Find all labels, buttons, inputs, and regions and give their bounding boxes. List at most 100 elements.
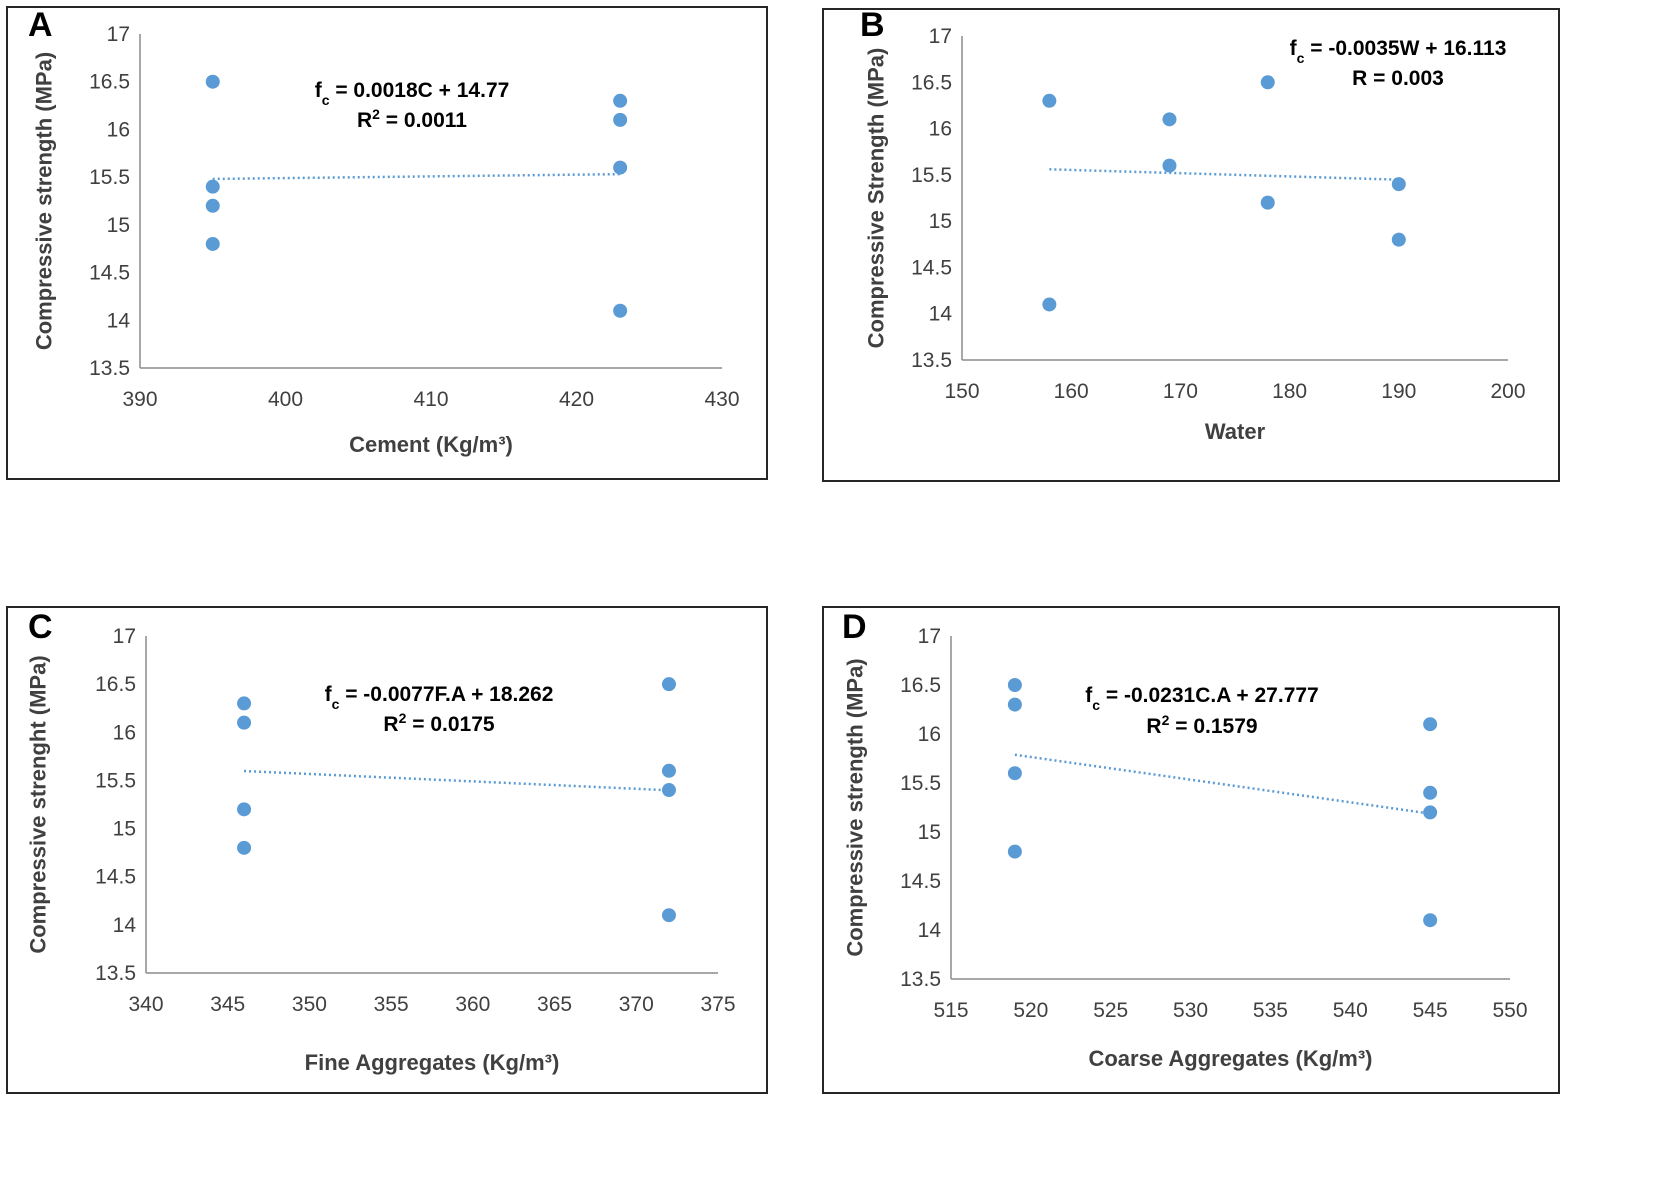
x-axis-title: Coarse Aggregates (Kg/m³) xyxy=(1088,1046,1372,1071)
chart-panel-a xyxy=(6,6,768,480)
y-tick-label: 15 xyxy=(107,214,130,237)
data-point xyxy=(205,179,220,194)
equation-text: = -0.0035W + 16.113 xyxy=(1304,37,1506,60)
y-tick-label: 17 xyxy=(107,23,130,46)
y-axis-title: Compressive Strength (MPa) xyxy=(864,48,889,349)
r-text: = 0.0175 xyxy=(406,713,494,736)
r-value-label: R = 0.003 xyxy=(1352,67,1444,90)
x-axis-title: Fine Aggregates (Kg/m³) xyxy=(305,1050,560,1075)
r-text: R xyxy=(383,713,398,736)
y-axis-title: Compressive strenght (MPa) xyxy=(26,655,51,953)
y-tick-label: 15.5 xyxy=(95,769,136,792)
data-point xyxy=(613,303,628,318)
equation-text: = 0.0018C + 14.77 xyxy=(329,79,509,102)
x-tick-label: 430 xyxy=(704,388,739,411)
r-value-label: R2 = 0.1579 xyxy=(1146,712,1257,738)
x-tick-label: 200 xyxy=(1490,380,1525,403)
trendline xyxy=(1014,753,1431,815)
data-point xyxy=(237,715,252,730)
equation-text: f xyxy=(1085,684,1093,707)
r-text: = 0.1579 xyxy=(1169,715,1257,738)
x-tick-label: 530 xyxy=(1173,999,1208,1022)
data-point xyxy=(237,696,252,711)
y-tick-label: 17 xyxy=(929,25,952,48)
data-point xyxy=(1423,785,1438,800)
trendline xyxy=(1049,168,1399,181)
x-tick-label: 345 xyxy=(210,993,245,1016)
equation-text: = -0.0231C.A + 27.777 xyxy=(1100,684,1319,707)
y-tick-label: 15.5 xyxy=(89,166,130,189)
data-point xyxy=(1423,717,1438,732)
data-point xyxy=(1007,678,1022,692)
chart-panel-c xyxy=(6,606,768,1094)
y-tick-label: 16 xyxy=(113,721,136,744)
x-tick-label: 190 xyxy=(1381,380,1416,403)
x-tick-label: 525 xyxy=(1093,999,1128,1022)
y-tick-label: 13.5 xyxy=(89,357,130,380)
data-point xyxy=(205,198,220,213)
y-tick-label: 16.5 xyxy=(911,71,952,94)
regression-equation: fc = -0.0231C.A + 27.777 xyxy=(1085,684,1319,713)
x-axis-title: Cement (Kg/m³) xyxy=(349,432,513,457)
y-tick-label: 15 xyxy=(113,818,136,841)
y-tick-label: 14 xyxy=(113,914,137,937)
y-tick-label: 14 xyxy=(929,303,953,326)
data-point xyxy=(661,677,676,692)
y-tick-label: 15.5 xyxy=(911,164,952,187)
panel-label-c: C xyxy=(28,608,53,646)
y-tick-label: 17 xyxy=(113,625,136,648)
y-tick-label: 16.5 xyxy=(89,71,130,94)
y-tick-label: 14.5 xyxy=(900,870,941,893)
equation-text: = -0.0077F.A + 18.262 xyxy=(339,683,553,706)
x-tick-label: 375 xyxy=(700,993,735,1016)
x-tick-label: 355 xyxy=(374,993,409,1016)
equation-text: f xyxy=(1290,37,1298,60)
x-tick-label: 540 xyxy=(1333,999,1368,1022)
r-superscript: 2 xyxy=(399,710,407,726)
x-tick-label: 370 xyxy=(619,993,654,1016)
x-tick-label: 170 xyxy=(1163,380,1198,403)
equation-subscript: c xyxy=(332,696,340,712)
r-value-label: R2 = 0.0011 xyxy=(357,106,467,132)
regression-equation: fc = -0.0077F.A + 18.262 xyxy=(325,683,554,712)
data-point xyxy=(1260,75,1275,90)
y-tick-label: 13.5 xyxy=(900,968,941,991)
x-tick-label: 390 xyxy=(122,388,157,411)
data-point xyxy=(1260,195,1275,210)
y-tick-label: 14.5 xyxy=(911,256,952,279)
data-point xyxy=(613,112,628,127)
equation-text: f xyxy=(315,79,323,102)
data-point xyxy=(205,74,220,89)
equation-text: f xyxy=(325,683,333,706)
regression-equation: fc = -0.0035W + 16.113 xyxy=(1290,37,1507,66)
x-tick-label: 410 xyxy=(413,388,448,411)
data-point xyxy=(1423,805,1438,820)
x-tick-label: 400 xyxy=(268,388,303,411)
y-tick-label: 16.5 xyxy=(900,674,941,697)
y-tick-label: 13.5 xyxy=(911,349,952,372)
panel-label-a: A xyxy=(28,6,53,44)
panel-label-b: B xyxy=(860,6,885,44)
x-tick-label: 420 xyxy=(559,388,594,411)
x-tick-label: 550 xyxy=(1492,999,1527,1022)
chart-panel-b xyxy=(822,8,1560,482)
r-value-label: R2 = 0.0175 xyxy=(383,710,494,736)
data-point xyxy=(237,840,252,855)
y-tick-label: 14 xyxy=(918,919,942,942)
x-tick-label: 340 xyxy=(128,993,163,1016)
x-tick-label: 520 xyxy=(1013,999,1048,1022)
data-point xyxy=(1042,297,1057,312)
y-axis-title: Compressive strength (MPa) xyxy=(843,658,868,956)
r-text: = 0.0011 xyxy=(380,109,467,132)
y-tick-label: 16.5 xyxy=(95,673,136,696)
r-text: = 0.003 xyxy=(1367,67,1443,90)
y-tick-label: 14.5 xyxy=(95,866,136,889)
data-point xyxy=(1391,232,1406,247)
data-point xyxy=(661,908,676,923)
r-text: R xyxy=(1146,715,1161,738)
y-tick-label: 16 xyxy=(929,118,952,141)
data-point xyxy=(613,160,628,175)
